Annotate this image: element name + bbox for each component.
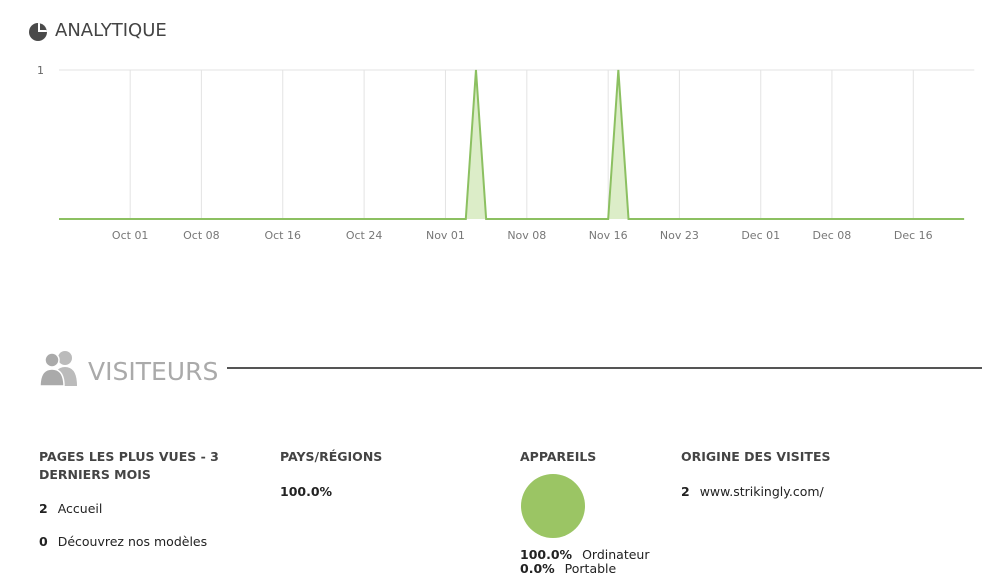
x-tick-label: Dec 08 bbox=[813, 229, 852, 242]
x-tick-label: Dec 01 bbox=[741, 229, 780, 242]
device-row: 100.0% Ordinateur bbox=[520, 548, 649, 562]
origin-row: 2 www.strikingly.com/ bbox=[681, 484, 824, 499]
analytics-icon bbox=[29, 23, 47, 41]
pages-list: 2 Accueil 0 Découvrez nos modèles bbox=[39, 501, 207, 567]
visitors-icon bbox=[40, 351, 77, 386]
area bbox=[59, 70, 965, 219]
row-count: 2 bbox=[39, 501, 48, 516]
visitors-title: VISITEURS bbox=[88, 357, 219, 386]
row-count: 100.0% bbox=[280, 484, 333, 499]
row-label: Accueil bbox=[57, 501, 103, 516]
region-row: 100.0% bbox=[280, 484, 342, 499]
y-tick-label: 1 bbox=[37, 64, 44, 77]
x-tick-label: Oct 16 bbox=[264, 229, 301, 242]
x-tick-label: Nov 23 bbox=[660, 229, 699, 242]
row-count: 0 bbox=[39, 534, 48, 549]
page-row: 2 Accueil bbox=[39, 501, 207, 516]
pie-slice bbox=[521, 474, 585, 538]
column-title: ORIGINE DES VISITES bbox=[681, 449, 831, 464]
row-label: Portable bbox=[564, 561, 617, 576]
divider bbox=[227, 367, 982, 369]
device-row: 0.0% Portable bbox=[520, 562, 649, 576]
row-count: 0.0% bbox=[520, 561, 555, 576]
page-row: 0 Découvrez nos modèles bbox=[39, 534, 207, 549]
row-label: Ordinateur bbox=[582, 547, 650, 562]
regions-list: 100.0% bbox=[280, 484, 342, 499]
x-tick-label: Oct 08 bbox=[183, 229, 220, 242]
devices-pie bbox=[521, 474, 585, 538]
row-count: 100.0% bbox=[520, 547, 573, 562]
row-label: Découvrez nos modèles bbox=[57, 534, 208, 549]
section-title: ANALYTIQUE bbox=[55, 20, 167, 41]
devices-list: 100.0% Ordinateur 0.0% Portable bbox=[520, 548, 649, 576]
x-tick-label: Dec 16 bbox=[894, 229, 933, 242]
column-title: PAGES LES PLUS VUES - 3 DERNIERS MOIS bbox=[39, 449, 219, 482]
origins-list: 2 www.strikingly.com/ bbox=[681, 484, 824, 499]
x-tick-label: Nov 08 bbox=[507, 229, 546, 242]
x-tick-label: Nov 16 bbox=[589, 229, 628, 242]
chart: 1 Oct 01 Oct 08 Oct 16 Oct 24 Nov 01 Nov 08 Nov… bbox=[37, 64, 975, 242]
row-count: 2 bbox=[681, 484, 690, 499]
x-tick-label: Nov 01 bbox=[426, 229, 465, 242]
column-title: PAYS/RÉGIONS bbox=[280, 449, 383, 464]
row-label: www.strikingly.com/ bbox=[699, 484, 824, 499]
line bbox=[59, 69, 965, 220]
column-title: APPAREILS bbox=[520, 449, 597, 464]
x-tick-label: Oct 01 bbox=[112, 229, 149, 242]
x-tick-label: Oct 24 bbox=[346, 229, 383, 242]
